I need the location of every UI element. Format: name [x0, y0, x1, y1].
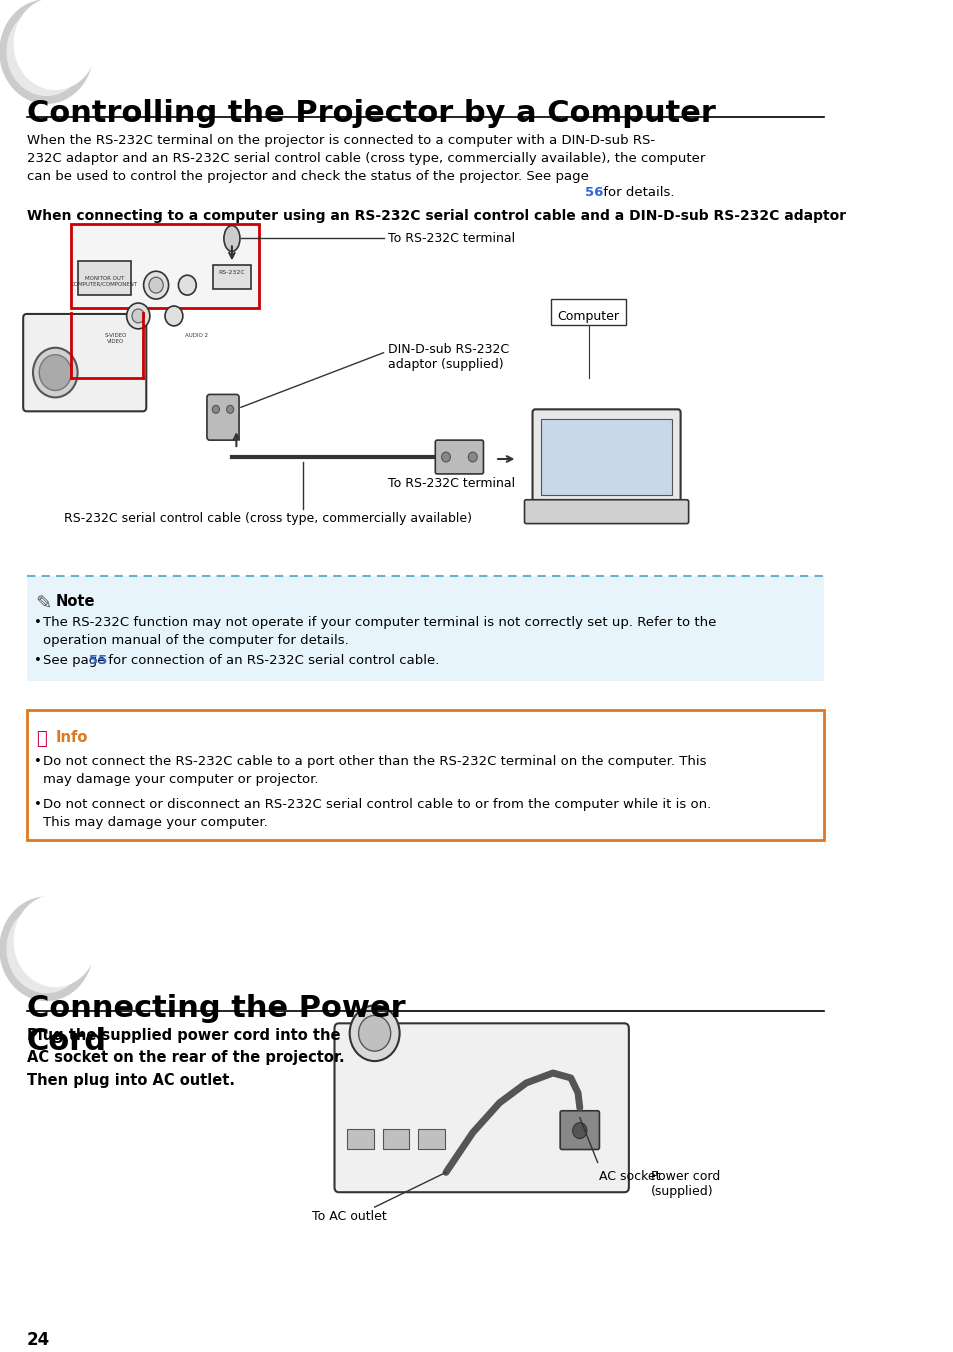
Text: To RS-232C terminal: To RS-232C terminal [388, 233, 515, 245]
Text: for details.: for details. [598, 185, 674, 199]
Text: Plug the supplied power cord into the
AC socket on the rear of the projector.
Th: Plug the supplied power cord into the AC… [27, 1029, 344, 1088]
Text: AC socket: AC socket [598, 1171, 660, 1183]
Circle shape [226, 406, 233, 414]
Circle shape [14, 0, 96, 89]
Circle shape [165, 306, 183, 326]
Text: Connecting the Power
Cord: Connecting the Power Cord [27, 994, 405, 1056]
FancyBboxPatch shape [207, 395, 239, 441]
Text: AUDIO 2: AUDIO 2 [185, 333, 208, 338]
Circle shape [7, 904, 86, 992]
FancyBboxPatch shape [418, 1129, 445, 1148]
Circle shape [350, 1006, 399, 1061]
FancyBboxPatch shape [78, 261, 131, 295]
Text: ✎: ✎ [35, 594, 52, 612]
Text: •: • [34, 754, 42, 768]
FancyBboxPatch shape [347, 1129, 374, 1148]
Circle shape [39, 354, 71, 391]
Text: Power cord
(supplied): Power cord (supplied) [651, 1171, 720, 1198]
Text: Do not connect the RS-232C cable to a port other than the RS-232C terminal on th: Do not connect the RS-232C cable to a po… [43, 754, 705, 786]
Circle shape [127, 303, 150, 329]
Text: 56: 56 [584, 185, 603, 199]
FancyBboxPatch shape [382, 1129, 409, 1148]
Text: See page: See page [43, 654, 110, 667]
Circle shape [0, 898, 92, 1000]
Text: Do not connect or disconnect an RS-232C serial control cable to or from the comp: Do not connect or disconnect an RS-232C … [43, 798, 710, 829]
Text: Info: Info [55, 730, 88, 745]
Text: Note: Note [55, 594, 94, 610]
FancyBboxPatch shape [27, 710, 823, 840]
Text: •: • [34, 617, 42, 629]
Text: can be used to control the projector and check the status of the projector. See : can be used to control the projector and… [27, 185, 592, 199]
Text: RS-232C: RS-232C [218, 270, 245, 276]
Text: To AC outlet: To AC outlet [312, 1210, 387, 1224]
Circle shape [213, 406, 219, 414]
Text: When connecting to a computer using an RS-232C serial control cable and a DIN-D-: When connecting to a computer using an R… [27, 208, 845, 223]
FancyBboxPatch shape [23, 314, 146, 411]
Circle shape [144, 272, 169, 299]
Text: for connection of an RS-232C serial control cable.: for connection of an RS-232C serial cont… [104, 654, 439, 667]
FancyBboxPatch shape [335, 1023, 628, 1192]
Circle shape [0, 0, 92, 103]
Text: 🔖: 🔖 [35, 730, 47, 748]
Text: To RS-232C terminal: To RS-232C terminal [388, 477, 515, 489]
Text: DIN-D-sub RS-232C
adaptor (supplied): DIN-D-sub RS-232C adaptor (supplied) [388, 343, 509, 370]
Ellipse shape [224, 226, 240, 251]
Text: S-VIDEO
VIDEO: S-VIDEO VIDEO [105, 333, 127, 343]
Text: When the RS-232C terminal on the projector is connected to a computer with a DIN: When the RS-232C terminal on the project… [27, 134, 704, 183]
FancyBboxPatch shape [524, 500, 688, 523]
Text: Controlling the Projector by a Computer: Controlling the Projector by a Computer [27, 99, 715, 128]
Text: MONITOR OUT
COMPUTER/COMPONENT: MONITOR OUT COMPUTER/COMPONENT [71, 276, 138, 287]
Circle shape [149, 277, 163, 293]
Text: •: • [34, 798, 42, 811]
Circle shape [14, 895, 96, 987]
FancyBboxPatch shape [551, 299, 625, 324]
Text: The RS-232C function may not operate if your computer terminal is not correctly : The RS-232C function may not operate if … [43, 617, 716, 648]
Circle shape [572, 1122, 586, 1138]
Text: Computer: Computer [558, 310, 619, 323]
FancyBboxPatch shape [71, 223, 258, 308]
Circle shape [33, 347, 77, 397]
FancyBboxPatch shape [435, 441, 483, 475]
FancyBboxPatch shape [541, 419, 671, 495]
Text: 55: 55 [90, 654, 108, 667]
Circle shape [468, 452, 476, 462]
FancyBboxPatch shape [532, 410, 679, 504]
Text: 24: 24 [27, 1332, 50, 1349]
Circle shape [358, 1015, 391, 1051]
Circle shape [132, 310, 144, 323]
Text: RS-232C serial control cable (cross type, commercially available): RS-232C serial control cable (cross type… [64, 511, 471, 525]
Circle shape [178, 276, 196, 295]
FancyBboxPatch shape [27, 576, 823, 680]
Text: •: • [34, 654, 42, 667]
Circle shape [7, 8, 86, 96]
FancyBboxPatch shape [559, 1111, 598, 1149]
FancyBboxPatch shape [213, 265, 251, 289]
Circle shape [441, 452, 450, 462]
